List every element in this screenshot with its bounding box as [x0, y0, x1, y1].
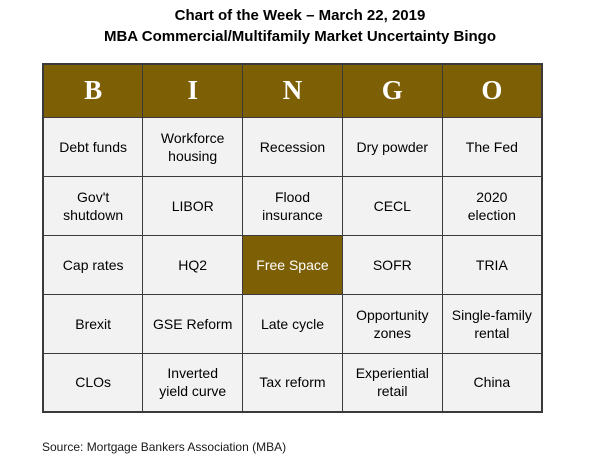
bingo-header-cell-o: O [441, 63, 543, 118]
bingo-row: Cap rates HQ2 Free Space SOFR TRIA [42, 234, 543, 295]
bingo-cell: CECL [341, 175, 443, 236]
bingo-cell: Dry powder [341, 116, 443, 177]
bingo-cell: Opportunity zones [341, 293, 443, 354]
bingo-cell: Brexit [42, 293, 144, 354]
bingo-header-cell-i: I [142, 63, 244, 118]
bingo-cell: LIBOR [142, 175, 244, 236]
bingo-cell: Single-family rental [441, 293, 543, 354]
bingo-cell: China [441, 352, 543, 413]
bingo-header-cell-b: B [42, 63, 144, 118]
bingo-row: Gov't shutdown LIBOR Flood insurance CECL 20… [42, 175, 543, 236]
bingo-cell: HQ2 [142, 234, 244, 295]
bingo-cell: The Fed [441, 116, 543, 177]
bingo-cell: TRIA [441, 234, 543, 295]
bingo-cell: Cap rates [42, 234, 144, 295]
bingo-body: Debt funds Workforce housing Recession Dry … [42, 116, 543, 413]
bingo-header-cell-n: N [242, 63, 343, 118]
page-subtitle: MBA Commercial/Multifamily Market Uncert… [103, 28, 496, 45]
title-block: Chart of the Week – March 22, 2019 MBA C… [0, 5, 600, 47]
bingo-cell: Workforce housing [142, 116, 244, 177]
free-space-cell: Free Space [242, 234, 343, 295]
bingo-cell: SOFR [341, 234, 443, 295]
bingo-header-cell-g: G [341, 63, 443, 118]
bingo-cell: Debt funds [42, 116, 144, 177]
bingo-cell: Flood insurance [242, 175, 343, 236]
bingo-cell: GSE Reform [142, 293, 244, 354]
bingo-cell: Recession [242, 116, 343, 177]
bingo-row: Brexit GSE Reform Late cycle Opportunity zo… [42, 293, 543, 354]
page-title: Chart of the Week – March 22, 2019 [174, 7, 426, 24]
bingo-cell: Inverted yield curve [142, 352, 244, 413]
bingo-row: CLOs Inverted yield curve Tax reform Experi… [42, 352, 543, 413]
bingo-cell: CLOs [42, 352, 144, 413]
bingo-cell: 2020 election [441, 175, 543, 236]
bingo-row: Debt funds Workforce housing Recession Dry … [42, 116, 543, 177]
bingo-cell: Experiential retail [341, 352, 443, 413]
bingo-cell: Tax reform [242, 352, 343, 413]
source-text: Source: Mortgage Bankers Association (MB… [42, 440, 287, 454]
bingo-cell: Late cycle [242, 293, 343, 354]
bingo-cell: Gov't shutdown [42, 175, 144, 236]
